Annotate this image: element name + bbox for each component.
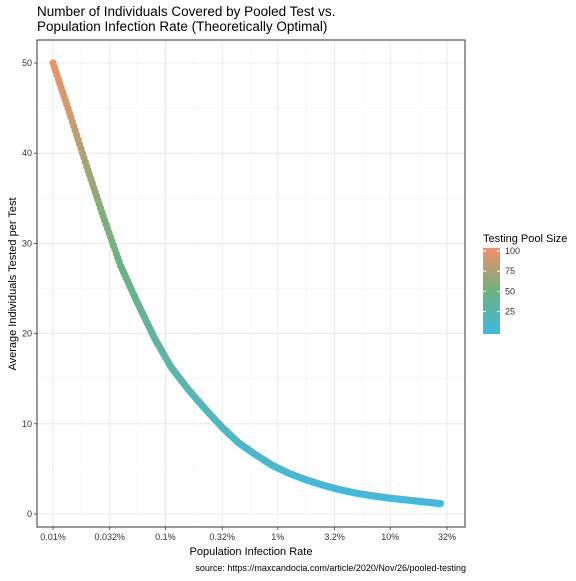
plot-panel <box>37 40 465 527</box>
legend-breaks: 100 75 50 25 <box>483 246 520 317</box>
x-tick-label: 1% <box>271 532 284 542</box>
chart-title-line-2: Population Infection Rate (Theoretically… <box>37 19 327 34</box>
y-tick-label: 40 <box>22 148 32 158</box>
x-tick-label: 0.1% <box>155 532 176 542</box>
legend-break-label: 75 <box>505 266 515 276</box>
x-tick-label: 3.2% <box>324 532 345 542</box>
y-tick-label: 20 <box>22 329 32 339</box>
chart-title-line-1: Number of Individuals Covered by Pooled … <box>37 4 335 19</box>
legend-break-label: 50 <box>505 286 515 296</box>
legend: Testing Pool Size 100 75 50 25 <box>483 233 567 334</box>
y-axis-title: Average Individuals Tested per Test <box>7 197 19 370</box>
y-axis-ticks: 0 10 20 30 40 50 <box>22 58 37 519</box>
y-tick-label: 30 <box>22 238 32 248</box>
x-tick-label: 0.01% <box>40 532 66 542</box>
y-tick-label: 50 <box>22 58 32 68</box>
data-point <box>436 500 445 508</box>
x-tick-label: 0.032% <box>95 532 126 542</box>
legend-colorbar <box>483 248 500 334</box>
legend-break-label: 100 <box>505 246 520 256</box>
x-axis-ticks: 0.01% 0.032% 0.1% 0.32% 1% 3.2% 10% 32% <box>40 527 456 542</box>
y-tick-label: 0 <box>27 509 32 519</box>
x-tick-label: 0.32% <box>209 532 235 542</box>
legend-break-label: 25 <box>505 307 515 317</box>
plot-border <box>36 39 466 528</box>
y-tick-label: 10 <box>22 419 32 429</box>
grid <box>37 40 465 527</box>
data-series <box>49 59 445 508</box>
legend-title: Testing Pool Size <box>483 233 567 245</box>
x-tick-label: 32% <box>438 532 456 542</box>
x-axis-title: Population Infection Rate <box>190 546 313 558</box>
x-tick-label: 10% <box>381 532 399 542</box>
source-caption: source: https://maxcandocia.com/article/… <box>195 563 466 573</box>
